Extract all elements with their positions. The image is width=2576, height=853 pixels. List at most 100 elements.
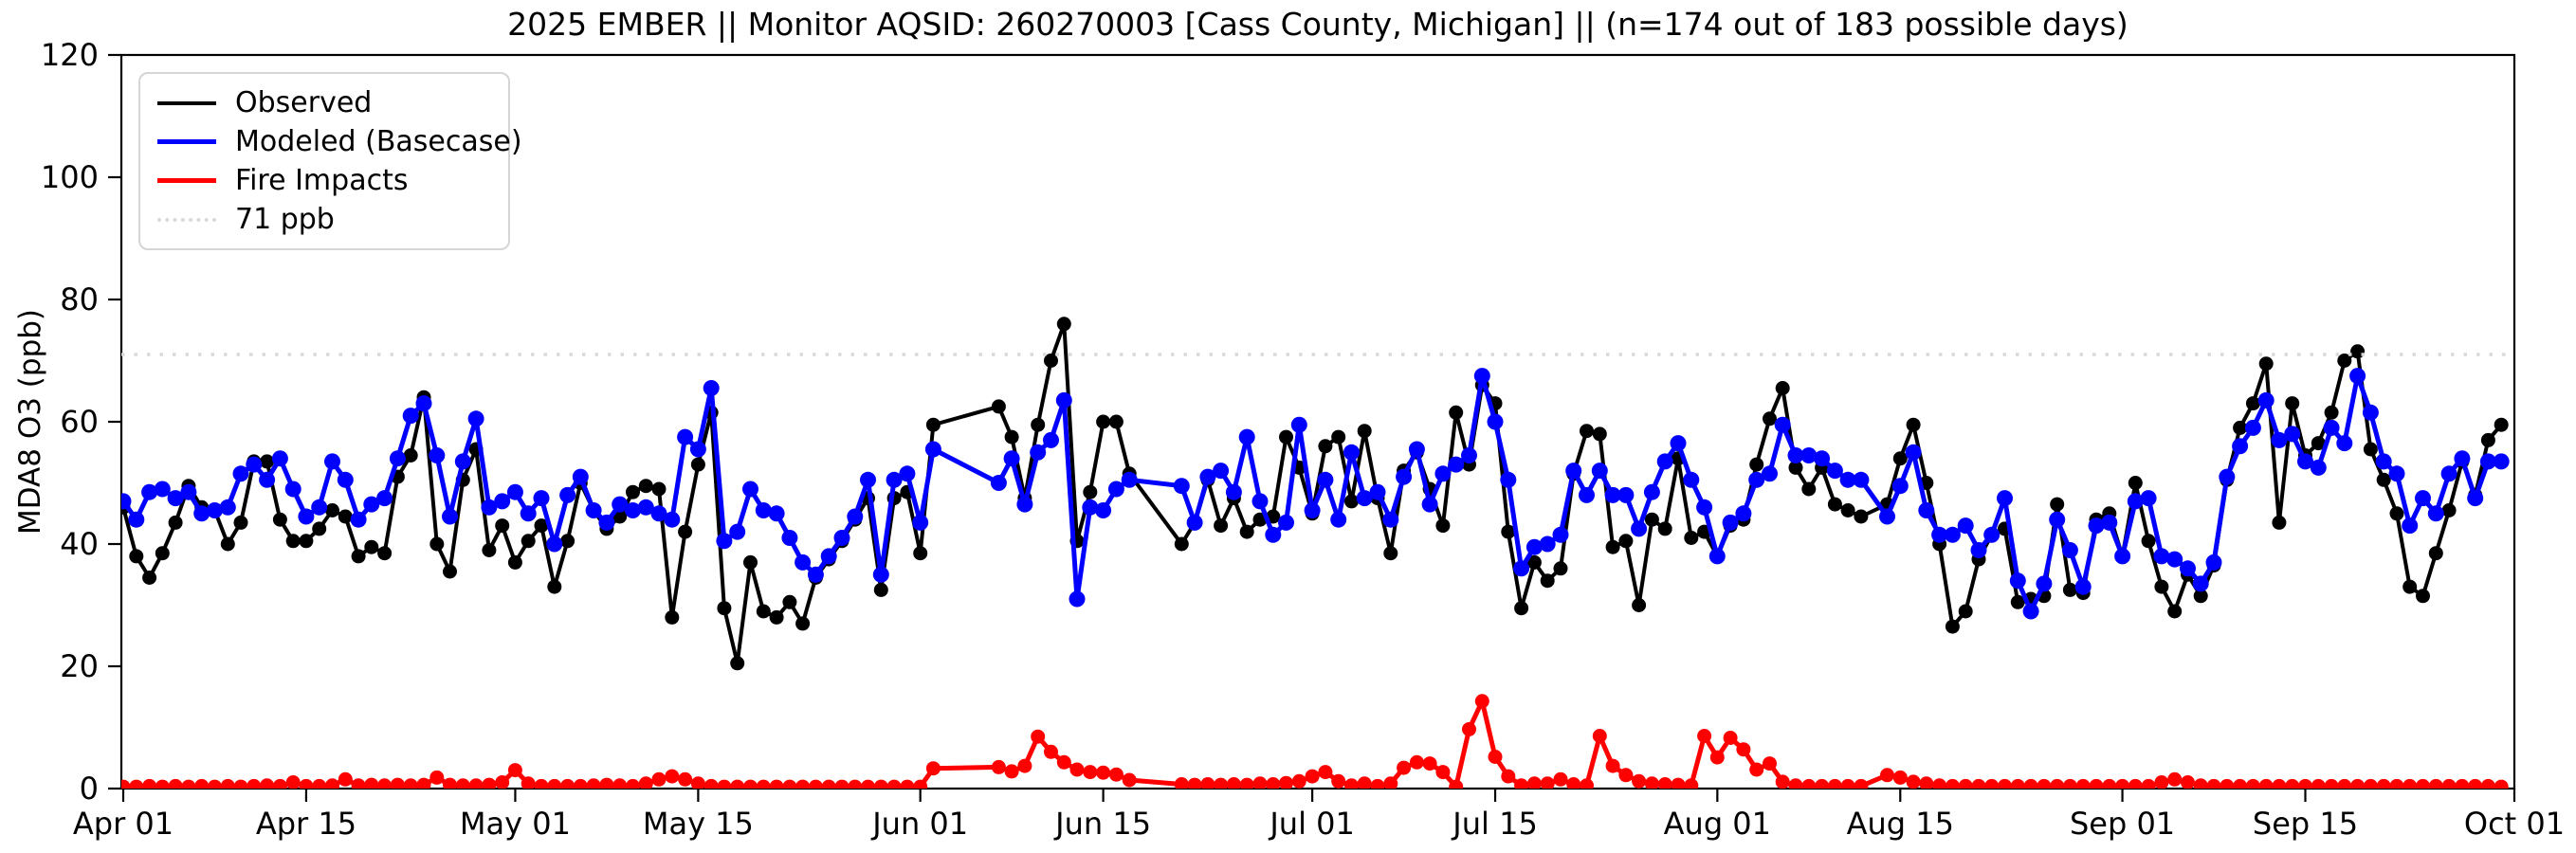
fire-series-marker <box>247 778 262 789</box>
observed-line-swatch <box>157 100 216 105</box>
observed-series-marker <box>2324 405 2339 420</box>
fire-series-marker <box>1214 777 1229 789</box>
observed-series-marker <box>1279 429 1293 445</box>
fire-series-marker <box>756 779 771 789</box>
fire-series-marker <box>2468 778 2483 789</box>
fire-series-marker <box>795 779 811 789</box>
modeled-series-marker <box>2454 450 2471 467</box>
modeled-series-marker <box>246 456 263 473</box>
modeled-series-marker <box>481 499 498 516</box>
modeled-series-marker <box>598 514 615 531</box>
modeled-series-marker <box>1513 560 1530 577</box>
modeled-series-marker <box>128 511 145 528</box>
fire-series-marker <box>1788 778 1803 789</box>
modeled-series-marker <box>1565 463 1582 480</box>
modeled-series-marker <box>1434 465 1452 482</box>
modeled-series-marker <box>1213 463 1230 480</box>
legend-label-modeled: Modeled (Basecase) <box>235 125 522 158</box>
modeled-series-marker <box>2427 505 2444 522</box>
fire-series-marker <box>1069 762 1085 777</box>
observed-series-marker <box>129 549 144 564</box>
modeled-series-marker <box>1656 453 1673 470</box>
observed-series-marker <box>142 571 157 585</box>
modeled-series-marker <box>167 490 184 507</box>
modeled-series-marker <box>2467 490 2484 507</box>
fire-series-marker <box>1474 694 1489 709</box>
observed-series-marker <box>717 601 732 616</box>
y-tick-label: 0 <box>80 771 99 807</box>
modeled-series-marker <box>703 380 720 396</box>
observed-series-marker <box>2258 356 2274 372</box>
modeled-series-marker <box>2479 453 2496 470</box>
observed-series-marker <box>2245 396 2260 411</box>
observed-series-marker <box>272 512 287 527</box>
fire-series-marker <box>443 777 457 789</box>
legend-item-fire: Fire Impacts <box>157 161 491 200</box>
legend-item-observed: Observed <box>157 83 491 122</box>
fire-series-marker <box>703 778 719 789</box>
modeled-series-marker <box>2323 419 2340 436</box>
modeled-series-marker <box>219 499 236 516</box>
fire-series-marker <box>2075 778 2091 789</box>
observed-series-marker <box>1501 524 1516 539</box>
modeled-series-marker <box>2257 391 2275 408</box>
modeled-series-marker <box>121 493 132 510</box>
modeled-series-marker <box>860 471 876 488</box>
fire-series-marker <box>1671 777 1686 789</box>
modeled-series-marker <box>1983 526 2001 543</box>
fire-series-marker <box>482 777 497 789</box>
observed-series-marker <box>220 536 235 552</box>
observed-series-marker <box>1605 539 1620 554</box>
fire-series-marker <box>1488 750 1503 764</box>
fire-series-marker <box>834 779 850 789</box>
fire-series-marker <box>1553 771 1568 787</box>
observed-series-marker <box>1449 405 1464 420</box>
fire-series-marker <box>1684 778 1699 789</box>
modeled-series-marker <box>1396 468 1413 485</box>
modeled-series-marker <box>2036 575 2053 592</box>
fire-series-marker <box>651 771 667 787</box>
observed-series-marker <box>2402 579 2418 594</box>
observed-series-marker <box>377 546 393 561</box>
fire-series-marker <box>1096 765 1111 780</box>
fire-series-marker <box>821 779 836 789</box>
modeled-series-marker <box>1448 456 1465 473</box>
chart-title: 2025 EMBER || Monitor AQSID: 260270003 [… <box>507 6 2128 43</box>
modeled-series-marker <box>2127 493 2144 510</box>
observed-series-marker <box>743 554 758 570</box>
modeled-series-marker <box>1762 465 1778 482</box>
fire-series-marker <box>2428 778 2443 789</box>
modeled-series-marker <box>1905 444 1922 461</box>
modeled-series-marker <box>1095 502 1112 518</box>
modeled-series <box>121 368 2510 620</box>
observed-series-marker <box>1435 518 1451 534</box>
fire-series-marker <box>168 778 183 789</box>
observed-series-marker <box>1108 414 1124 429</box>
modeled-series-marker <box>2205 554 2222 571</box>
observed-series-marker <box>351 549 366 564</box>
y-tick-label: 80 <box>60 281 99 318</box>
modeled-series-marker <box>2244 419 2261 436</box>
fire-series-marker <box>1462 721 1476 736</box>
fire-series-marker <box>2089 778 2104 789</box>
fire-series-marker <box>730 779 745 789</box>
observed-series-marker <box>1526 554 1542 570</box>
x-tick-label: Sep 15 <box>2253 806 2358 842</box>
fire-series-marker <box>1580 778 1594 789</box>
fire-series-marker <box>1709 750 1725 765</box>
fire-series-marker <box>1644 776 1659 789</box>
observed-series-marker <box>925 417 941 432</box>
observed-series-marker <box>1344 494 1359 509</box>
fire-series-marker <box>886 779 902 789</box>
fire-series-marker <box>2441 778 2457 789</box>
fire-series-marker <box>208 779 222 789</box>
observed-series-marker <box>1357 424 1372 439</box>
modeled-series-marker <box>807 566 824 583</box>
modeled-series-marker <box>2402 517 2419 535</box>
x-tick-label: May 15 <box>643 806 754 842</box>
modeled-series-marker <box>1461 447 1477 463</box>
fire-series-marker <box>299 778 314 789</box>
modeled-series-marker <box>2219 468 2236 485</box>
x-tick-label: Jul 15 <box>1451 806 1538 842</box>
fire-series-marker <box>743 779 758 789</box>
